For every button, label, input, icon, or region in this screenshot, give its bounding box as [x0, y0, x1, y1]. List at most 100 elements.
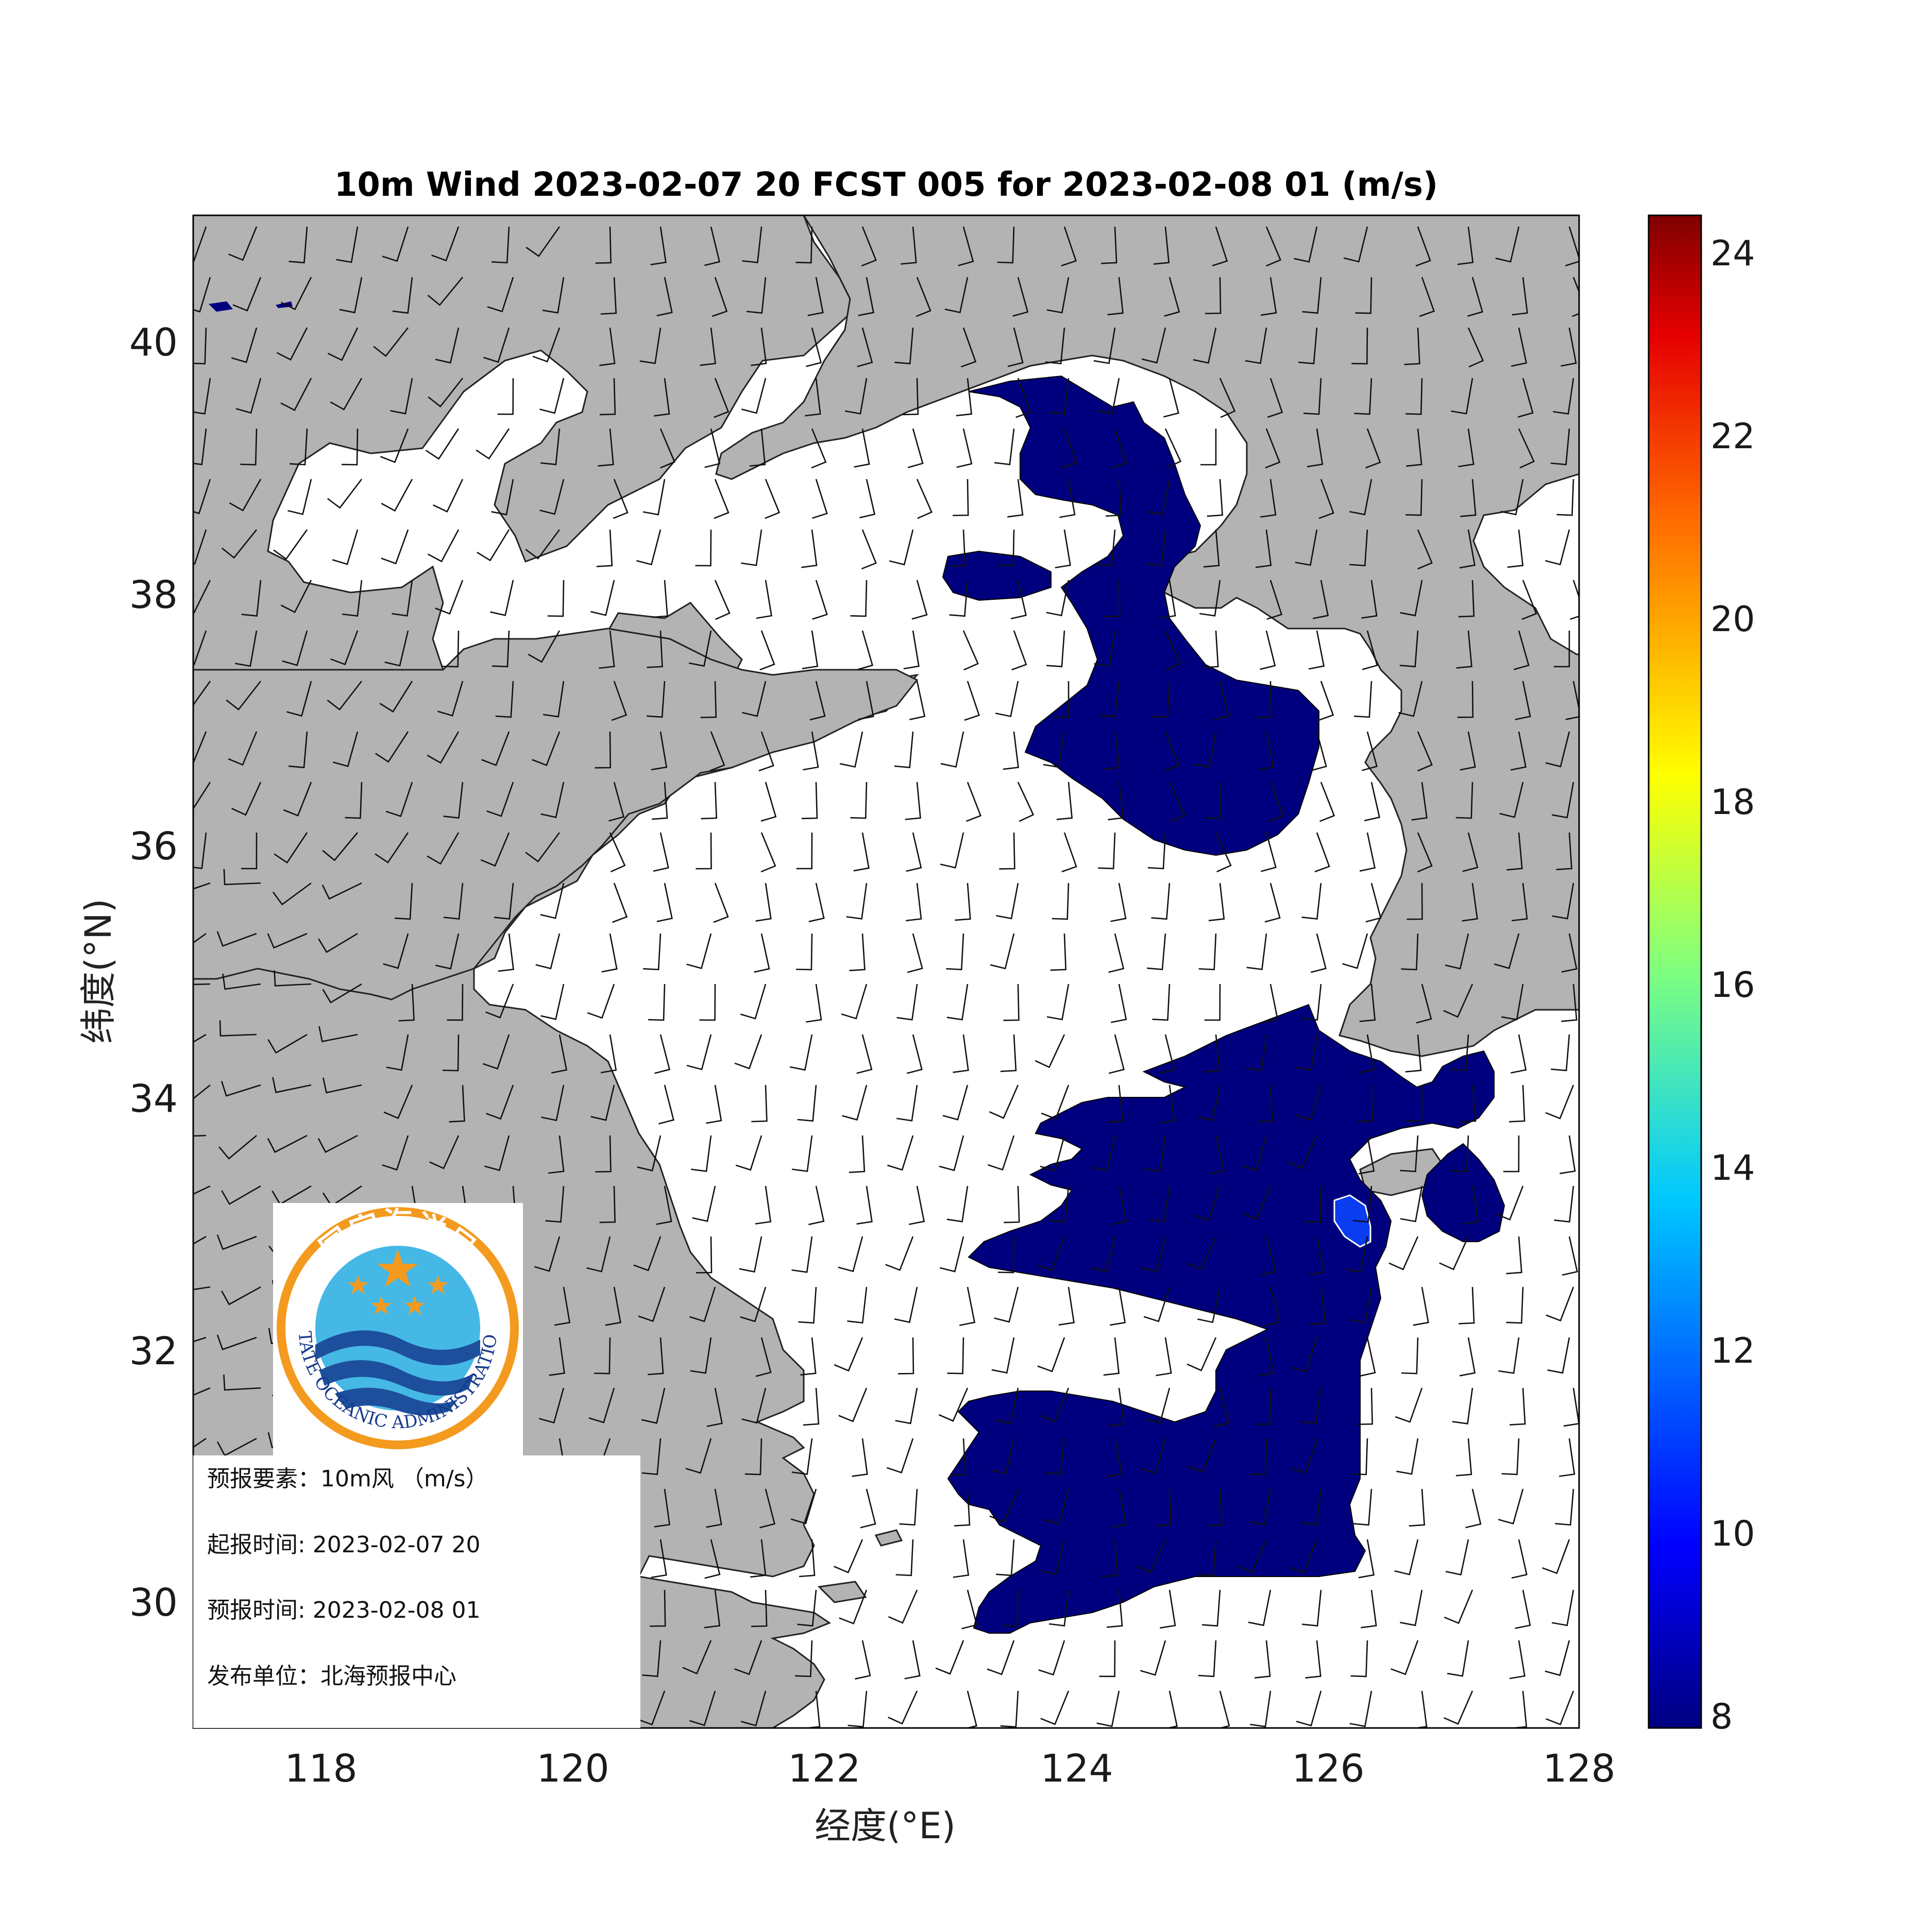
wind-barb	[381, 529, 409, 565]
wind-barb	[1365, 883, 1382, 923]
wind-barb	[1554, 1185, 1574, 1223]
wind-barb	[701, 782, 718, 820]
wind-barb	[1260, 1236, 1277, 1276]
wind-barb	[706, 1084, 722, 1124]
wind-barb	[654, 378, 670, 417]
wind-barb	[1561, 984, 1578, 1022]
wind-barb	[1308, 630, 1325, 670]
wind-barb	[700, 681, 717, 718]
logo-star-icon	[404, 1296, 425, 1315]
wind-barb	[1058, 1286, 1075, 1326]
wind-barb	[790, 1488, 817, 1524]
wind-barb	[1512, 883, 1528, 922]
wind-barb	[759, 630, 775, 671]
wind-barb	[287, 479, 312, 515]
wind-barb	[1365, 428, 1381, 469]
wind-barb	[637, 1135, 662, 1172]
wind-barb	[1155, 1488, 1172, 1527]
wind-barb	[1349, 1690, 1372, 1727]
wind-barb	[1551, 1034, 1570, 1072]
y-tick-label: 32	[129, 1329, 178, 1374]
wind-barb	[856, 1034, 873, 1074]
wind-barb	[547, 580, 565, 617]
wind-barb	[1207, 479, 1224, 517]
wind-barb	[1287, 1135, 1318, 1170]
wind-barb	[596, 529, 613, 567]
wind-barb	[839, 731, 863, 768]
wind-barb	[1388, 1236, 1419, 1270]
wind-barb	[398, 984, 415, 1022]
wind-barb	[1345, 1236, 1368, 1273]
wind-barb	[494, 883, 514, 920]
wind-barb	[1456, 630, 1472, 669]
wind-barb	[1555, 1488, 1574, 1526]
wind-barb	[1111, 1185, 1127, 1225]
colorbar-gradient	[1648, 214, 1702, 1729]
wind-barb	[1136, 1539, 1166, 1573]
wind-barb	[1400, 1135, 1419, 1173]
wind-barb	[1237, 1539, 1267, 1573]
wind-barb	[742, 226, 762, 264]
wind-barb	[706, 1387, 723, 1427]
colorbar-tick: 14	[1710, 1148, 1755, 1189]
colorbar-tick: 24	[1710, 233, 1755, 274]
wind-barb	[699, 984, 716, 1021]
wind-barb	[949, 580, 969, 617]
wind-barb	[442, 1034, 460, 1072]
chart-title: 10m Wind 2023-02-07 20 FCST 005 for 2023…	[334, 166, 1438, 204]
wind-barb	[193, 731, 207, 765]
wind-barb	[1518, 428, 1535, 469]
wind-barb	[598, 428, 614, 467]
wind-barb	[1264, 1286, 1281, 1327]
wind-barb	[1509, 1640, 1526, 1680]
wind-barb	[1318, 681, 1334, 721]
wind-barb	[390, 378, 413, 415]
wind-barb	[1199, 580, 1221, 617]
wind-barb	[1411, 1690, 1428, 1728]
wind-barb	[1460, 479, 1477, 517]
wind-barb	[965, 782, 982, 822]
wind-barb	[847, 1286, 868, 1324]
wind-barb	[1362, 731, 1378, 771]
colorbar-tick: 18	[1710, 782, 1755, 823]
wind-barb	[1355, 277, 1372, 314]
wind-barb	[1303, 378, 1322, 415]
wind-barb	[1459, 1286, 1475, 1325]
wind-barb	[193, 277, 211, 313]
wind-barb	[1007, 479, 1024, 518]
wind-barb	[1108, 782, 1124, 821]
wind-barb	[1400, 1185, 1423, 1223]
wind-barb	[638, 1286, 666, 1322]
wind-barb	[435, 933, 460, 970]
wind-barb	[1111, 428, 1127, 469]
wind-barb	[1515, 1589, 1531, 1629]
wind-barb	[650, 226, 667, 265]
wind-barb	[1256, 681, 1273, 719]
wind-barb	[903, 630, 920, 670]
wind-barb	[950, 1438, 967, 1476]
wind-barb	[896, 1084, 918, 1122]
wind-barb	[226, 681, 262, 711]
y-tick-label: 38	[129, 573, 178, 617]
wind-barb	[953, 1539, 970, 1578]
wind-barb	[1349, 479, 1372, 516]
wind-barb	[1038, 1640, 1065, 1676]
colorbar-tick: 10	[1710, 1514, 1755, 1554]
wind-barb	[1061, 226, 1077, 267]
wind-barb	[1141, 327, 1166, 364]
wind-barb	[750, 1539, 767, 1578]
wind-barb	[1498, 1488, 1524, 1525]
wind-barb	[1467, 277, 1483, 317]
wind-barb	[1041, 1084, 1070, 1120]
wind-barb	[940, 731, 964, 768]
wind-barb	[1511, 1539, 1528, 1579]
wind-barb	[1562, 1236, 1578, 1276]
wind-barb	[1501, 984, 1524, 1021]
wind-barb	[600, 1034, 617, 1074]
wind-barb	[848, 1690, 868, 1728]
wind-barb	[286, 681, 312, 717]
wind-barb	[1188, 1438, 1217, 1473]
wind-barb	[999, 832, 1015, 870]
colorbar-tick: 20	[1710, 599, 1755, 640]
wind-barb	[587, 984, 615, 1019]
